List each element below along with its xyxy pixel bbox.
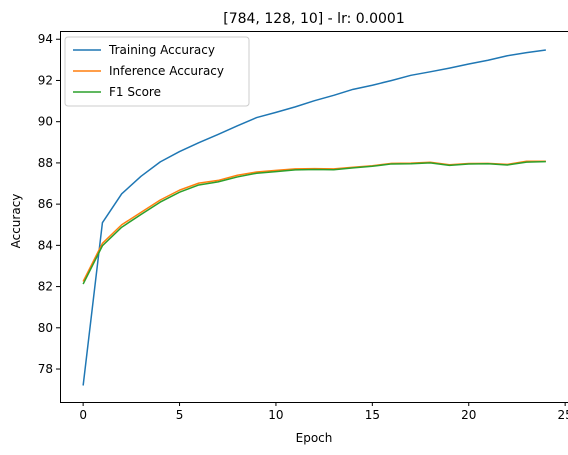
x-axis-label: Epoch [296,431,333,445]
y-tick-label: 80 [38,321,53,335]
y-tick-label: 92 [38,73,53,87]
series-line-3 [82,160,546,285]
y-tick-label: 88 [38,156,53,170]
series-line-2 [82,160,546,282]
y-tick-label: 90 [38,115,53,129]
legend-label: Training Accuracy [108,43,215,57]
series-line-1 [82,49,546,386]
plot-frame [60,31,568,403]
legend-label: Inference Accuracy [109,64,224,78]
y-tick-label: 78 [38,362,53,376]
legend-label: F1 Score [109,85,161,99]
ticks-layer: 0 5 10 15 20 25 78 80 82 84 86 88 90 92 94 [38,32,568,422]
y-axis-label: Accuracy [9,194,23,249]
x-tick-label: 15 [365,408,380,422]
x-tick-label: 5 [176,408,184,422]
y-tick-label: 86 [38,197,53,211]
y-tick-label: 84 [38,238,53,252]
y-tick-label: 82 [38,280,53,294]
legend-box [64,36,250,107]
chart-title: [784, 128, 10] - lr: 0.0001 [223,11,405,27]
legend: Training Accuracy Inference Accuracy F1 Sc… [64,36,250,107]
x-tick-label: 20 [461,408,476,422]
x-tick-label: 0 [79,408,87,422]
series-layer [82,49,546,386]
x-tick-label: 10 [268,408,283,422]
x-tick-label: 25 [558,408,568,422]
y-tick-label: 94 [38,32,53,46]
